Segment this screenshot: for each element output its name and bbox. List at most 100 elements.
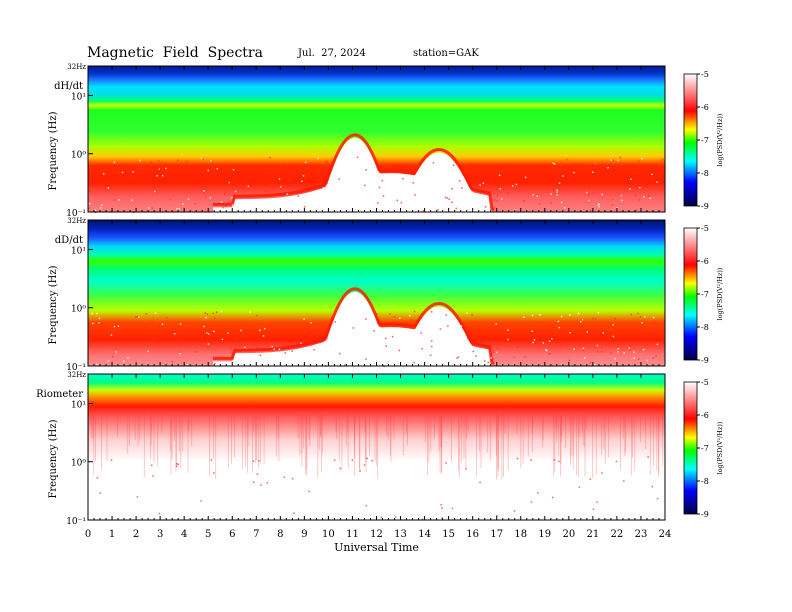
speckle (166, 317, 168, 319)
speckle (557, 320, 560, 323)
streak (556, 414, 558, 431)
speckle (597, 312, 600, 314)
speckle (487, 194, 489, 196)
speckle (414, 349, 416, 351)
speckle (409, 315, 411, 317)
streak (213, 414, 214, 459)
speckle (340, 183, 343, 185)
speckle (601, 165, 603, 167)
speckle (154, 190, 156, 193)
streak (496, 414, 497, 480)
speckle (326, 338, 328, 340)
streak (306, 414, 307, 477)
speckle (158, 512, 161, 515)
y-axis-label: Frequency (Hz) (48, 111, 59, 190)
streak (127, 414, 129, 454)
speckle (580, 321, 582, 323)
speckle (300, 342, 302, 344)
colorbar-tick-label: -9 (701, 510, 709, 519)
speckle (413, 310, 416, 313)
speckle (98, 317, 101, 320)
speckle (203, 325, 205, 328)
speckle (112, 356, 114, 358)
x-tick-label: 20 (562, 529, 575, 540)
speckle (148, 207, 150, 209)
speckle (578, 486, 581, 488)
streak (253, 414, 254, 432)
speckle (655, 355, 657, 357)
speckle (235, 344, 237, 347)
speckle (214, 317, 216, 320)
streak (182, 414, 184, 452)
low-power-region (213, 137, 495, 212)
colorbar-tick-label: -7 (701, 290, 709, 299)
streak (137, 414, 139, 447)
speckle (373, 188, 375, 190)
speckle (556, 191, 558, 193)
speckle (375, 187, 377, 189)
speckle (303, 318, 305, 320)
speckle (517, 346, 519, 348)
speckle (269, 156, 271, 159)
speckle (262, 335, 265, 337)
panel-label: Riometer (36, 389, 83, 400)
speckle (256, 314, 258, 317)
speckle (96, 363, 98, 366)
speckle (579, 340, 582, 342)
streak (576, 414, 577, 476)
streak (556, 414, 557, 442)
speckle (561, 201, 563, 204)
streak (465, 414, 467, 439)
streak (317, 414, 319, 479)
speckle (287, 333, 289, 335)
streak (180, 414, 182, 469)
speckle (333, 459, 336, 462)
speckle (589, 209, 592, 212)
speckle (597, 351, 599, 353)
colorbar-tick-label: -5 (701, 378, 709, 387)
speckle (562, 175, 564, 177)
speckle (649, 197, 651, 199)
speckle (228, 181, 230, 184)
speckle (179, 351, 181, 353)
streak (542, 414, 544, 448)
speckle (183, 330, 185, 333)
speckle (401, 362, 404, 365)
speckle (107, 360, 110, 362)
streak (406, 414, 407, 435)
speckle (382, 195, 385, 197)
speckle (136, 315, 139, 318)
speckle (432, 162, 435, 164)
speckle (96, 312, 98, 315)
speckle (121, 171, 124, 174)
speckle (611, 198, 614, 201)
speckle (409, 325, 411, 327)
streak (645, 414, 646, 449)
x-tick-label: 15 (442, 529, 455, 540)
speckle (614, 357, 616, 360)
speckle (255, 347, 258, 349)
speckle (158, 167, 160, 170)
streak (346, 414, 347, 446)
speckle (278, 348, 281, 350)
speckle (589, 340, 591, 342)
streak (653, 414, 654, 466)
streak (439, 414, 441, 473)
speckle (479, 481, 481, 484)
speckle (638, 199, 641, 201)
streak (640, 414, 641, 442)
speckle (256, 473, 259, 475)
speckle (310, 348, 313, 350)
speckle (259, 198, 261, 201)
speckle (113, 199, 116, 201)
speckle (350, 338, 352, 340)
speckle (99, 492, 102, 494)
speckle (471, 314, 473, 316)
streak (441, 414, 443, 472)
speckle (373, 330, 375, 332)
speckle (359, 470, 361, 472)
streak (297, 414, 299, 439)
speckle (615, 460, 618, 463)
y-top-label: 32Hz (67, 217, 86, 225)
speckle (103, 323, 105, 325)
